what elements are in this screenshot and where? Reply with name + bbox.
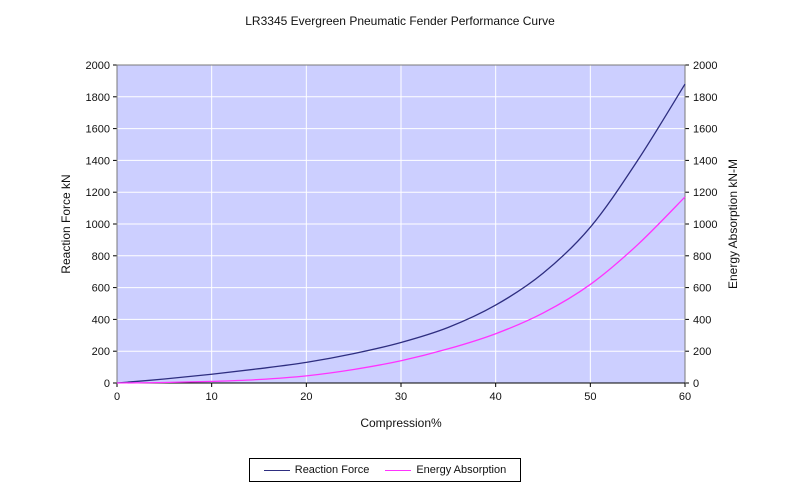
legend-item-energy-absorption: Energy Absorption: [385, 464, 506, 476]
y-tick-label-right: 600: [693, 283, 711, 295]
series-layer: [116, 83, 686, 384]
y-tick-label-left: 600: [92, 283, 110, 295]
y-tick-label-left: 2000: [86, 60, 110, 72]
y-tick-label-left: 1000: [86, 219, 110, 231]
y-tick-label-right: 0: [693, 378, 699, 390]
legend: Reaction Force Energy Absorption: [249, 458, 521, 482]
x-axis-label: Compression%: [360, 416, 442, 430]
x-tick-label: 40: [490, 391, 502, 403]
y-tick-label-left: 1200: [86, 187, 110, 199]
y-axis-label-left: Reaction Force kN: [59, 174, 73, 273]
legend-swatch-reaction-force: [263, 469, 290, 471]
y-tick-label-right: 200: [693, 346, 711, 358]
legend-label-reaction-force: Reaction Force: [294, 464, 370, 476]
y-axis-label-right: Energy Absorption kN-M: [726, 159, 740, 289]
y-tick-label-right: 800: [693, 251, 711, 263]
x-tick-label: 10: [206, 391, 218, 403]
y-tick-label-left: 800: [92, 251, 110, 263]
y-tick-label-right: 1000: [693, 219, 717, 231]
series-line-reaction-force: [116, 83, 686, 384]
y-tick-label-left: 1800: [86, 92, 110, 104]
y-tick-label-left: 0: [104, 378, 110, 390]
y-tick-label-right: 2000: [693, 60, 717, 72]
y-tick-label-left: 200: [92, 346, 110, 358]
x-tick-label: 50: [584, 391, 596, 403]
legend-label-energy-absorption: Energy Absorption: [416, 464, 507, 476]
legend-item-reaction-force: Reaction Force: [263, 464, 370, 476]
legend-swatch-energy-absorption: [385, 469, 412, 471]
y-tick-label-right: 1800: [693, 92, 717, 104]
y-tick-label-right: 1400: [693, 155, 717, 167]
y-tick-label-right: 1600: [693, 124, 717, 136]
x-tick-label: 60: [679, 391, 691, 403]
y-tick-label-right: 400: [693, 314, 711, 326]
series-line-energy-absorption: [116, 196, 686, 384]
y-tick-label-left: 1600: [86, 124, 110, 136]
y-tick-label-left: 400: [92, 314, 110, 326]
x-tick-label: 30: [395, 391, 407, 403]
chart-title: LR3345 Evergreen Pneumatic Fender Perfor…: [245, 14, 555, 28]
x-tick-label: 0: [114, 391, 120, 403]
y-tick-label-left: 1400: [86, 155, 110, 167]
y-tick-label-right: 1200: [693, 187, 717, 199]
x-tick-label: 20: [300, 391, 312, 403]
